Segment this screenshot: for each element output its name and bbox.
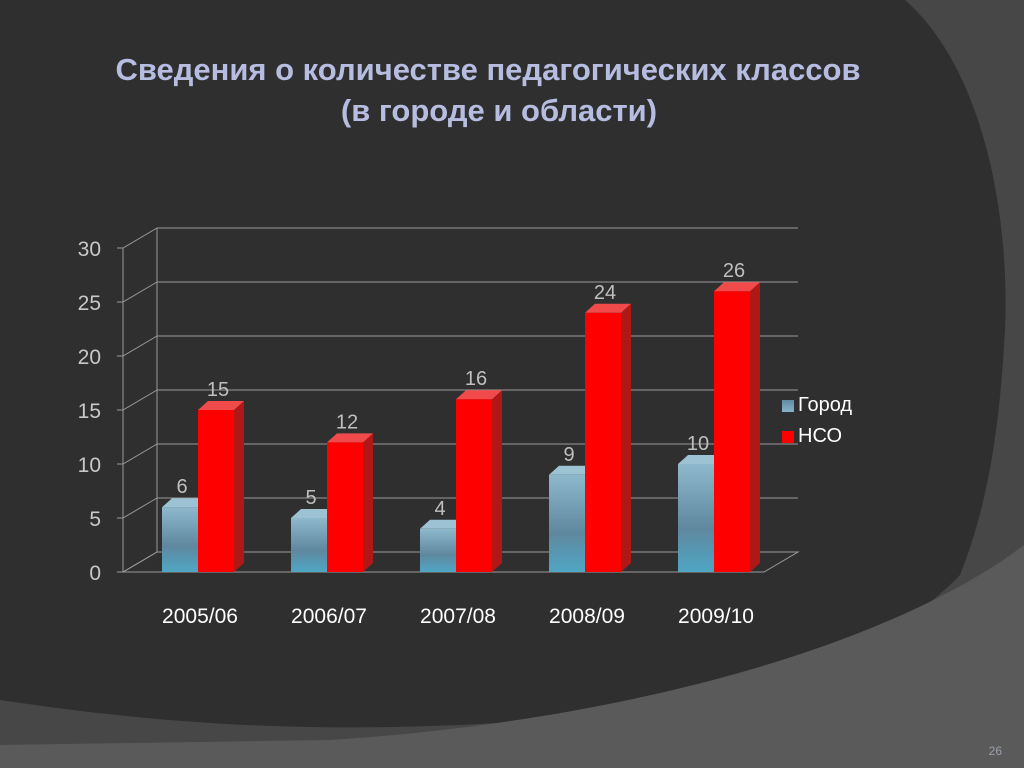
bar-top [549, 465, 595, 475]
y-tick-label: 0 [89, 562, 101, 585]
y-tick-label: 20 [78, 346, 101, 369]
gridline-depth [122, 443, 158, 465]
bar-nso-2005/06 [198, 410, 234, 572]
bar-nso-2006/07 [327, 442, 363, 572]
bar-gorod-2006/07 [291, 518, 327, 572]
y-tick-label: 10 [78, 454, 101, 477]
bar-top [327, 433, 373, 443]
chart-bars [162, 282, 760, 572]
slide-subtitle: (в городе и области) [340, 93, 658, 128]
data-label: 6 [176, 476, 187, 498]
legend-item-nso: НСО [782, 421, 852, 452]
data-label: 12 [336, 411, 358, 433]
legend-item-gorod: Город [782, 390, 852, 421]
x-tick-label: 2007/08 [420, 605, 496, 628]
x-tick-label: 2006/07 [291, 605, 367, 628]
bottom-band-shape [0, 545, 1024, 768]
gridline-depth [122, 281, 158, 303]
bar-side [363, 433, 373, 572]
bar-nso-2009/10 [714, 291, 750, 572]
bar-gorod-2007/08 [420, 528, 456, 572]
bar-gorod-2009/10 [678, 464, 714, 572]
data-label: 26 [723, 260, 745, 282]
gridline-depth [122, 497, 158, 519]
x-tick-label: 2005/06 [162, 605, 238, 628]
x-tick-label: 2009/10 [678, 605, 754, 628]
legend-label-nso: НСО [798, 425, 843, 447]
bar-side [750, 282, 760, 572]
bar-top [678, 455, 724, 464]
data-label: 24 [594, 282, 616, 304]
data-label: 5 [305, 487, 316, 509]
y-tick-label: 25 [78, 292, 101, 315]
bar-gorod-2008/09 [549, 474, 585, 572]
data-label: 10 [687, 433, 709, 455]
data-label: 16 [465, 368, 487, 390]
bar-top [456, 390, 502, 400]
bar-side [234, 401, 244, 572]
bar-side [492, 390, 502, 572]
y-tick-label: 5 [89, 508, 101, 531]
bar-top [198, 401, 244, 410]
y-tick-label: 15 [78, 400, 101, 423]
bar-nso-2008/09 [585, 312, 621, 572]
data-label: 4 [434, 498, 445, 520]
legend-swatch-nso [782, 430, 794, 443]
bar-side [621, 303, 631, 572]
y-axis-ticks: 0 5 10 15 20 25 30 [78, 238, 101, 585]
gridline-depth [122, 227, 158, 249]
gridline-depth [122, 335, 158, 357]
gridline-depth [122, 389, 158, 411]
bar-top [420, 519, 466, 529]
bar-top [291, 509, 337, 518]
bar-top [162, 498, 208, 508]
legend-swatch-gorod [782, 399, 794, 412]
x-tick-label: 2008/09 [549, 605, 625, 628]
data-label: 15 [207, 379, 229, 401]
bar-gorod-2005/06 [162, 507, 198, 572]
y-tick-label: 30 [78, 238, 101, 261]
legend-label-gorod: Город [798, 394, 853, 416]
chart-legend: Город НСО [782, 390, 852, 452]
data-label: 9 [563, 444, 574, 466]
bar-nso-2007/08 [456, 399, 492, 572]
bar-top [714, 282, 760, 292]
bar-top [585, 303, 631, 313]
data-labels: 6 15 5 12 4 16 9 24 10 26 [176, 260, 745, 520]
x-axis-ticks: 2005/06 2006/07 2007/08 2008/09 2009/10 [162, 605, 754, 628]
page-number: 26 [988, 744, 1002, 758]
slide-title: Сведения о количестве педагогических кла… [115, 52, 861, 87]
